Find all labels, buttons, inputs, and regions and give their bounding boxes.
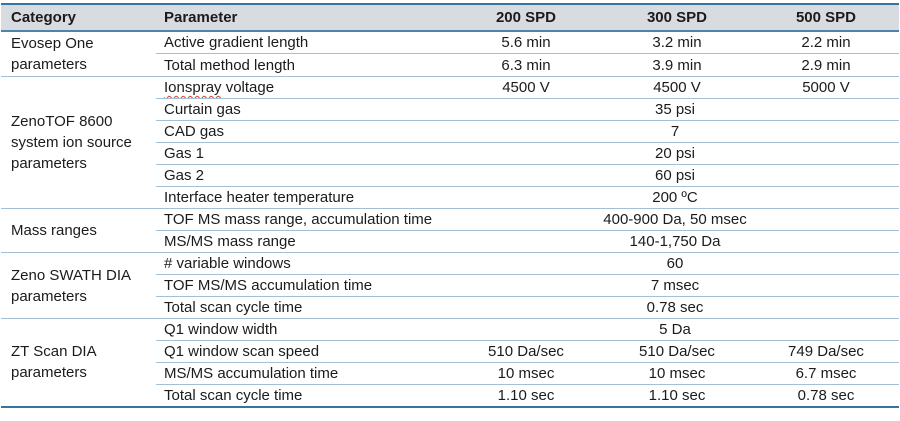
- value-cell: 6.7 msec: [753, 362, 899, 385]
- value-cell-span: 0.78 sec: [451, 296, 899, 319]
- table-row: Total scan cycle time 1.10 sec 1.10 sec …: [1, 384, 899, 407]
- table-row: TOF MS/MS accumulation time 7 msec: [1, 274, 899, 297]
- category-cell-zeno-swath-dia: Zeno SWATH DIA parameters: [1, 252, 156, 319]
- parameter-cell: Total scan cycle time: [156, 296, 451, 319]
- table-row: MS/MS accumulation time 10 msec 10 msec …: [1, 362, 899, 385]
- parameter-cell: Total method length: [156, 53, 451, 77]
- parameter-cell: # variable windows: [156, 252, 451, 275]
- table-row: CAD gas 7: [1, 120, 899, 143]
- value-cell-span: 200 ºC: [451, 186, 899, 209]
- value-cell: 2.9 min: [753, 53, 899, 77]
- category-cell-zt-scan-dia: ZT Scan DIA parameters: [1, 318, 156, 407]
- parameter-cell: Interface heater temperature: [156, 186, 451, 209]
- parameter-cell: TOF MS/MS accumulation time: [156, 274, 451, 297]
- column-header-parameter: Parameter: [156, 4, 451, 32]
- value-cell: 5.6 min: [451, 30, 601, 54]
- parameter-cell: Q1 window width: [156, 318, 451, 341]
- table-row: Total scan cycle time 0.78 sec: [1, 296, 899, 319]
- table-row: Curtain gas 35 psi: [1, 98, 899, 121]
- value-cell-span: 7: [451, 120, 899, 143]
- value-cell: 0.78 sec: [753, 384, 899, 407]
- parameter-cell: TOF MS mass range, accumulation time: [156, 208, 451, 231]
- value-cell-span: 60 psi: [451, 164, 899, 187]
- parameter-cell: Q1 window scan speed: [156, 340, 451, 363]
- value-cell: 4500 V: [451, 76, 601, 99]
- table-row: ZenoTOF 8600 system ion source parameter…: [1, 76, 899, 209]
- column-header-500spd: 500 SPD: [753, 4, 899, 32]
- parameter-cell: CAD gas: [156, 120, 451, 143]
- value-cell-span: 35 psi: [451, 98, 899, 121]
- value-cell: 510 Da/sec: [451, 340, 601, 363]
- table-row: Gas 2 60 psi: [1, 164, 899, 187]
- value-cell-span: 7 msec: [451, 274, 899, 297]
- value-cell-span: 20 psi: [451, 142, 899, 165]
- value-cell: 3.2 min: [601, 30, 753, 54]
- table-row: ZT Scan DIA parameters Q1 window width 5…: [1, 318, 899, 407]
- parameter-cell: MS/MS mass range: [156, 230, 451, 253]
- value-cell: 10 msec: [601, 362, 753, 385]
- parameter-cell: Gas 2: [156, 164, 451, 187]
- parameter-cell: MS/MS accumulation time: [156, 362, 451, 385]
- table-row: Zeno SWATH DIA parameters # variable win…: [1, 252, 899, 319]
- parameter-cell: Active gradient length: [156, 30, 451, 54]
- category-cell-evosep-one: Evosep One parameters: [1, 30, 156, 77]
- value-cell-span: 140-1,750 Da: [451, 230, 899, 253]
- misspelled-word: Ionspray: [164, 79, 222, 96]
- table-row: Evosep One parameters Active gradient le…: [1, 30, 899, 77]
- parameter-cell: Curtain gas: [156, 98, 451, 121]
- table-row: Q1 window scan speed 510 Da/sec 510 Da/s…: [1, 340, 899, 363]
- value-cell: 4500 V: [601, 76, 753, 99]
- parameter-cell: Ionspray voltage: [156, 76, 451, 99]
- category-cell-zenotof-8600: ZenoTOF 8600 system ion source parameter…: [1, 76, 156, 209]
- value-cell: 6.3 min: [451, 53, 601, 77]
- parameter-cell: Total scan cycle time: [156, 384, 451, 407]
- value-cell: 10 msec: [451, 362, 601, 385]
- table-row: Gas 1 20 psi: [1, 142, 899, 165]
- category-cell-mass-ranges: Mass ranges: [1, 208, 156, 253]
- value-cell-span: 400-900 Da, 50 msec: [451, 208, 899, 231]
- method-parameters-table: Category Parameter 200 SPD 300 SPD 500 S…: [1, 3, 899, 408]
- column-header-300spd: 300 SPD: [601, 4, 753, 32]
- value-cell: 5000 V: [753, 76, 899, 99]
- table-header-row: Category Parameter 200 SPD 300 SPD 500 S…: [1, 4, 899, 32]
- table-row: Interface heater temperature 200 ºC: [1, 186, 899, 209]
- value-cell-span: 60: [451, 252, 899, 275]
- value-cell: 1.10 sec: [451, 384, 601, 407]
- value-cell: 2.2 min: [753, 30, 899, 54]
- column-header-200spd: 200 SPD: [451, 4, 601, 32]
- parameter-text: voltage: [221, 79, 275, 96]
- value-cell: 1.10 sec: [601, 384, 753, 407]
- value-cell-span: 5 Da: [451, 318, 899, 341]
- table-row: Mass ranges TOF MS mass range, accumulat…: [1, 208, 899, 253]
- value-cell: 510 Da/sec: [601, 340, 753, 363]
- table-row: Total method length 6.3 min 3.9 min 2.9 …: [1, 53, 899, 77]
- parameter-cell: Gas 1: [156, 142, 451, 165]
- column-header-category: Category: [1, 4, 156, 32]
- value-cell: 3.9 min: [601, 53, 753, 77]
- value-cell: 749 Da/sec: [753, 340, 899, 363]
- table-row: MS/MS mass range 140-1,750 Da: [1, 230, 899, 253]
